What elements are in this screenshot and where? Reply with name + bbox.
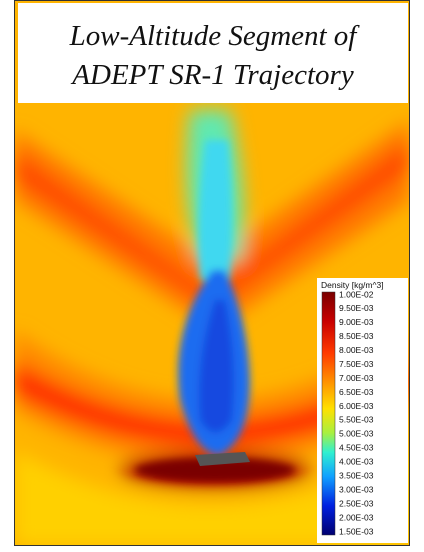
colorbar-label: 4.50E-03 xyxy=(339,443,374,453)
colorbar xyxy=(322,292,335,535)
colorbar-label: 2.50E-03 xyxy=(339,498,374,508)
colorbar-label: 1.00E-02 xyxy=(339,289,374,299)
title-line: Low-Altitude Segment of xyxy=(69,20,361,52)
page: {"title": ["Low-Altitude Segment of", "A… xyxy=(0,0,424,552)
colorbar-label: 7.50E-03 xyxy=(339,359,374,369)
title-line: ADEPT SR-1 Trajectory xyxy=(70,59,354,91)
colorbar-label: 5.50E-03 xyxy=(339,415,374,425)
colorbar-label: 4.00E-03 xyxy=(339,457,374,467)
colorbar-label: 6.00E-03 xyxy=(339,401,374,411)
colorbar-label: 5.00E-03 xyxy=(339,429,374,439)
colorbar-label: 3.00E-03 xyxy=(339,484,374,494)
colorbar-label: 3.50E-03 xyxy=(339,470,374,480)
colorbar-label: 8.50E-03 xyxy=(339,331,374,341)
colorbar-label: 9.50E-03 xyxy=(339,303,374,313)
colorbar-label: 8.00E-03 xyxy=(339,345,374,355)
colorbar-label: 6.50E-03 xyxy=(339,387,374,397)
colorbar-label: 9.00E-03 xyxy=(339,317,374,327)
colorbar-label: 7.00E-03 xyxy=(339,373,374,383)
figure: Low-Altitude Segment of ADEPT SR-1 Traje… xyxy=(0,0,424,552)
colorbar-label: 2.00E-03 xyxy=(339,512,374,522)
colorbar-label: 1.50E-03 xyxy=(339,526,374,536)
